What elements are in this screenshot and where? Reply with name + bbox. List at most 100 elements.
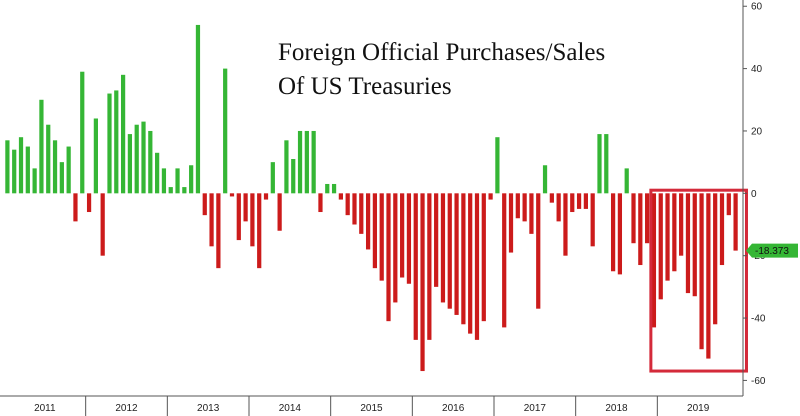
bar — [209, 193, 214, 247]
bar — [216, 193, 221, 269]
last-value-badge — [746, 243, 798, 258]
bar — [18, 137, 24, 194]
bar — [155, 152, 160, 194]
bar — [372, 193, 378, 269]
bar — [495, 137, 500, 194]
bar — [576, 193, 582, 209]
highlight-box-layer — [649, 188, 748, 373]
bar — [277, 193, 282, 231]
bar — [454, 193, 459, 315]
bar — [706, 193, 711, 359]
bar — [434, 193, 439, 287]
bar — [175, 168, 180, 194]
bar — [352, 193, 357, 225]
bar — [93, 118, 98, 194]
bar — [318, 193, 323, 213]
bar — [250, 193, 255, 247]
bar — [257, 193, 262, 269]
bar — [202, 193, 207, 216]
bar — [549, 193, 554, 203]
chart-title-line-2: Of US Treasuries — [278, 73, 452, 100]
bar — [719, 193, 725, 266]
bar — [610, 193, 616, 272]
x-tick-label: 2017 — [524, 403, 547, 414]
bar — [474, 193, 480, 340]
bar — [134, 124, 139, 194]
bar — [665, 193, 670, 281]
bar — [508, 193, 514, 253]
bar — [331, 183, 337, 194]
bar — [161, 168, 167, 194]
bar — [699, 193, 704, 350]
x-tick-label: 2014 — [279, 403, 302, 414]
bar — [311, 130, 316, 194]
bar — [80, 71, 85, 194]
last-value-label: -18.373 — [755, 246, 789, 257]
bar — [297, 130, 303, 194]
x-tick-label: 2011 — [34, 403, 56, 414]
bar — [195, 24, 201, 194]
bar — [270, 162, 275, 194]
bar — [447, 193, 452, 309]
bar — [570, 193, 575, 213]
bar — [692, 193, 697, 297]
chart-title-line-1: Foreign Official Purchases/Sales — [278, 39, 605, 66]
bar — [25, 146, 30, 194]
x-labels-layer: 2011 2012 2013 2014 2015 2016 2017 2018 2019 — [34, 396, 710, 416]
y-tick-label: 60 — [751, 2, 763, 13]
bar — [12, 149, 17, 194]
bar — [679, 193, 684, 256]
bar — [685, 193, 691, 294]
bar — [107, 93, 112, 194]
bar — [291, 159, 296, 194]
bar — [86, 193, 92, 213]
bar — [393, 193, 398, 303]
bar — [529, 193, 534, 234]
y-tick-label: 40 — [751, 64, 763, 75]
bar — [66, 146, 71, 194]
bar — [114, 90, 119, 194]
bar — [617, 193, 623, 275]
bar — [263, 193, 269, 200]
bar — [73, 193, 78, 222]
bar — [141, 121, 146, 194]
bar — [461, 193, 466, 325]
bar — [345, 193, 350, 216]
x-tick-label: 2016 — [442, 403, 465, 414]
last-value-marker: -18.373 — [746, 243, 798, 258]
bar — [304, 130, 309, 194]
bar — [726, 193, 731, 216]
bar — [100, 193, 105, 256]
x-tick-label: 2018 — [605, 403, 628, 414]
bar — [59, 162, 64, 194]
x-tick-label: 2015 — [360, 403, 383, 414]
bar — [127, 134, 133, 194]
bar — [168, 187, 173, 194]
bar — [400, 193, 405, 278]
y-tick-label: -40 — [751, 314, 766, 325]
bar — [604, 134, 609, 194]
bar — [189, 165, 194, 194]
bar — [556, 193, 561, 222]
bar — [46, 124, 51, 194]
bar — [386, 193, 391, 322]
bar — [379, 193, 384, 281]
bar — [243, 193, 248, 222]
bar — [502, 193, 507, 328]
bar — [39, 99, 44, 194]
bar — [597, 134, 602, 194]
highlight-box — [649, 188, 748, 373]
bar — [413, 193, 418, 340]
bar — [536, 193, 541, 309]
bar — [563, 193, 568, 256]
x-tick-label: 2019 — [687, 403, 710, 414]
bar — [120, 74, 126, 194]
bar — [359, 193, 364, 234]
bar — [488, 193, 493, 200]
bar — [481, 193, 486, 322]
bar — [440, 193, 446, 303]
bar — [427, 193, 432, 340]
bar — [590, 193, 595, 247]
bar — [223, 68, 228, 194]
